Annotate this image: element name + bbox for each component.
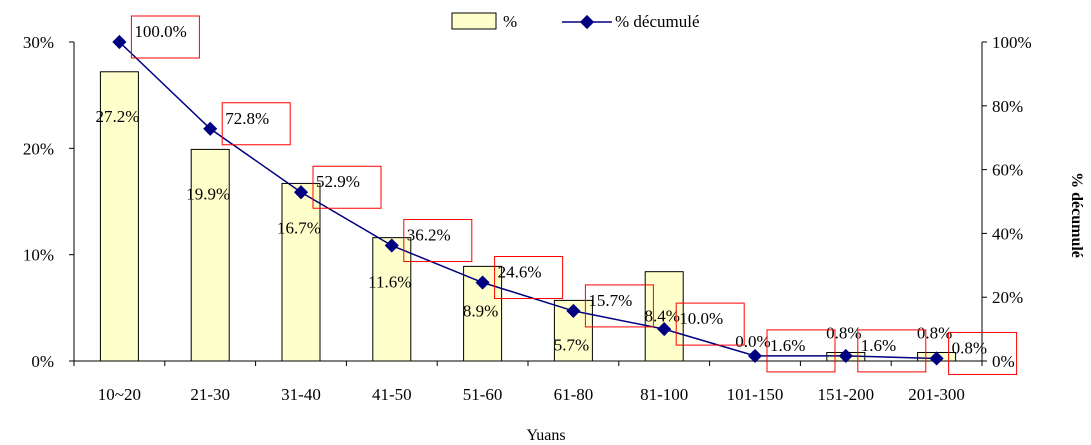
x-axis-title: Yuans xyxy=(526,427,565,444)
left-tick-label: 0% xyxy=(31,352,54,371)
x-tick-label: 61-80 xyxy=(554,385,594,404)
right-tick-label: 0% xyxy=(992,352,1015,371)
right-tick-label: 60% xyxy=(992,161,1023,180)
bar xyxy=(372,237,412,362)
line-label-box xyxy=(494,256,564,300)
right-tick-label: 100% xyxy=(992,33,1032,52)
x-tick-label: 201-300 xyxy=(908,385,965,404)
legend-line-label: % décumulé xyxy=(615,12,700,31)
line-point xyxy=(293,185,309,200)
bar-data-label: 27.2% xyxy=(95,107,139,126)
line-point xyxy=(384,238,399,253)
line-point xyxy=(657,322,672,337)
bar-series xyxy=(99,71,957,362)
right-tick-label: 80% xyxy=(992,97,1023,116)
cumulative-line xyxy=(118,41,937,360)
x-tick-label: 101-150 xyxy=(727,385,784,404)
left-tick-label: 30% xyxy=(23,33,54,52)
line-label-box xyxy=(221,102,291,146)
line-point xyxy=(203,121,218,136)
line-data-label: 1.6% xyxy=(770,336,805,355)
legend-bar-swatch xyxy=(451,12,497,30)
bar xyxy=(281,182,321,362)
bar-data-label: 8.4% xyxy=(644,307,679,326)
x-tick-label: 51-60 xyxy=(463,385,503,404)
legend-line-marker xyxy=(579,14,595,30)
x-tick-label: 151-200 xyxy=(817,385,874,404)
bar xyxy=(644,271,684,362)
bar xyxy=(190,148,230,362)
bar-data-label: 5.7% xyxy=(554,335,589,354)
line-data-label: 52.9% xyxy=(316,172,360,191)
line-data-label: 36.2% xyxy=(407,226,451,245)
right-axis-title: % décumulé xyxy=(1068,172,1085,258)
line-label-box xyxy=(857,329,927,373)
left-tick-label: 10% xyxy=(23,246,54,265)
bar-data-label: 19.9% xyxy=(186,184,230,203)
bar xyxy=(99,71,139,362)
line-data-label: 100.0% xyxy=(134,22,186,41)
line-data-label: 15.7% xyxy=(588,291,632,310)
line-label-box xyxy=(130,15,200,59)
line-point xyxy=(475,275,490,290)
axes: 0% 10% 20% 30% 0% 20% 40% 60% 80% 100% 10~20 21-30 3… xyxy=(23,33,1032,404)
line-point xyxy=(929,351,944,366)
bar-data-label: 0.8% xyxy=(917,323,952,342)
legend: % % décumulé xyxy=(451,12,700,31)
x-tick-label: 41-50 xyxy=(372,385,412,404)
line-data-label: 1.6% xyxy=(861,336,896,355)
line-point xyxy=(566,303,581,318)
bar-data-label: 8.9% xyxy=(463,301,498,320)
line-data-label: 10.0% xyxy=(679,309,723,328)
x-tick-label: 81-100 xyxy=(640,385,688,404)
x-tick-label: 31-40 xyxy=(281,385,321,404)
line-label-box xyxy=(584,284,654,328)
line-data-label: 24.6% xyxy=(498,263,542,282)
line-data-labels: 100.0% 72.8% 52.9% 36.2% 24.6% 15.7% 10.0% 1.6%… xyxy=(130,15,1018,375)
right-tick-label: 20% xyxy=(992,288,1023,307)
line-label-box xyxy=(403,219,473,263)
bar-data-label: 0.8% xyxy=(826,323,861,342)
legend-bar-label: % xyxy=(503,12,517,31)
x-tick-label: 10~20 xyxy=(98,385,141,404)
line-data-label: 0.8% xyxy=(952,338,987,357)
right-tick-label: 40% xyxy=(992,224,1023,243)
line-point xyxy=(747,348,763,363)
line-label-box xyxy=(766,329,836,373)
bar-data-label: 16.7% xyxy=(277,218,321,237)
left-tick-label: 20% xyxy=(23,139,54,158)
x-tick-label: 21-30 xyxy=(190,385,230,404)
bar-data-label: 11.6% xyxy=(368,273,411,292)
line-label-box xyxy=(675,302,745,346)
line-point xyxy=(838,348,853,363)
line-data-label: 72.8% xyxy=(225,109,269,128)
line-label-box xyxy=(312,165,382,209)
line-label-box xyxy=(948,331,1018,375)
bar-data-label: 0.0% xyxy=(735,332,770,351)
line-series xyxy=(112,34,944,366)
